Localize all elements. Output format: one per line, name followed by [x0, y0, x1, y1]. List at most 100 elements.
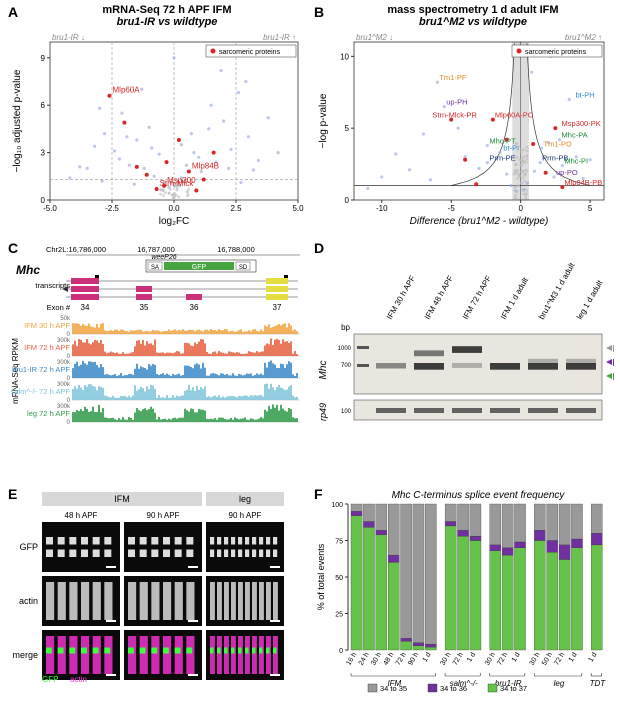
panel-b-label: B [314, 4, 324, 20]
svg-text:25: 25 [335, 612, 343, 619]
svg-text:37: 37 [273, 303, 282, 312]
svg-text:sarcomeric proteins: sarcomeric proteins [525, 49, 587, 56]
svg-text:IFM 1 d adult: IFM 1 d adult [499, 275, 531, 321]
svg-text:0: 0 [518, 204, 523, 213]
svg-text:bt-PI: bt-PI [503, 144, 519, 153]
svg-text:34: 34 [81, 303, 90, 312]
svg-text:IFM 48 h APF: IFM 48 h APF [423, 274, 455, 321]
svg-text:SA: SA [151, 265, 159, 271]
svg-text:10: 10 [340, 52, 349, 61]
panel-c-label: C [8, 240, 18, 256]
svg-text:bt-PH: bt-PH [575, 90, 594, 99]
svg-text:-2.5: -2.5 [105, 204, 119, 213]
svg-text:Tm1-PF: Tm1-PF [439, 73, 467, 82]
svg-text:actin: actin [70, 675, 87, 684]
svg-text:75: 75 [335, 539, 343, 546]
svg-text:−log₁₀ adjusted p-value: −log₁₀ adjusted p-value [12, 69, 23, 172]
svg-text:48 h: 48 h [383, 651, 396, 666]
svg-text:Mhc: Mhc [318, 361, 329, 380]
svg-text:72 h: 72 h [452, 651, 465, 666]
svg-text:100: 100 [341, 409, 352, 415]
svg-text:log₂FC: log₂FC [159, 216, 190, 227]
panel-d: D IFM 30 h APFIFM 48 h APFIFM 72 h APFIF… [314, 240, 614, 470]
svg-text:48 h APF: 48 h APF [65, 511, 98, 520]
svg-text:30 h: 30 h [440, 651, 453, 666]
svg-text:-5.0: -5.0 [43, 204, 57, 213]
svg-text:300k: 300k [57, 338, 71, 344]
svg-text:Mlp84B: Mlp84B [192, 162, 219, 171]
svg-text:90 h APF: 90 h APF [147, 511, 180, 520]
svg-text:Mlp60A: Mlp60A [113, 86, 141, 95]
svg-text:actin: actin [19, 596, 38, 606]
svg-text:30 h: 30 h [370, 651, 383, 666]
svg-text:-5: -5 [448, 204, 456, 213]
svg-text:IFM 30 h APF: IFM 30 h APF [385, 274, 417, 321]
svg-text:1 d: 1 d [466, 651, 477, 663]
panel-c-svg: Chr2L:16,786,00016,787,00016,788,000Mhcw… [8, 240, 308, 480]
svg-text:sarcomeric proteins: sarcomeric proteins [219, 49, 281, 56]
svg-text:Prm-PE: Prm-PE [489, 154, 515, 163]
svg-text:bru1^M2 ↑: bru1^M2 ↑ [565, 33, 602, 42]
svg-text:700: 700 [341, 363, 352, 369]
svg-text:24 h: 24 h [358, 651, 371, 666]
svg-text:GFP: GFP [42, 675, 58, 684]
svg-text:IFM 30 h APF: IFM 30 h APF [24, 321, 70, 330]
svg-text:bru1^M3 1 d adult: bru1^M3 1 d adult [537, 261, 577, 321]
svg-text:72 h: 72 h [395, 651, 408, 666]
svg-text:bp: bp [341, 323, 350, 332]
svg-text:6: 6 [41, 101, 46, 110]
svg-text:bru1-IR 72 h APF: bru1-IR 72 h APF [12, 365, 70, 374]
svg-text:0: 0 [339, 648, 343, 655]
panel-a-label: A [8, 4, 18, 20]
svg-text:salm^-/- 72 h APF: salm^-/- 72 h APF [11, 387, 71, 396]
svg-text:50k: 50k [60, 316, 71, 322]
svg-text:100: 100 [331, 502, 343, 509]
svg-text:IFM: IFM [114, 494, 130, 504]
svg-text:−log p-value: −log p-value [318, 93, 329, 148]
svg-text:50 h: 50 h [541, 651, 554, 666]
svg-text:50: 50 [335, 575, 343, 582]
svg-text:Mlp84B-PB: Mlp84B-PB [564, 178, 602, 187]
svg-text:Mlp60A-PC: Mlp60A-PC [495, 111, 534, 120]
svg-text:5: 5 [588, 204, 593, 213]
panel-b-title2: bru1^M2 vs wildtype [332, 16, 614, 28]
svg-text:IFM 72 h APF: IFM 72 h APF [461, 274, 493, 321]
panel-b-svg: bru1^M2 ↓bru1^M2 ↑Tm1-PFup-PHStrn-Mlck-P… [314, 28, 614, 228]
svg-text:0: 0 [67, 420, 71, 426]
panel-c: C Chr2L:16,786,00016,787,00016,788,000Mh… [8, 240, 308, 480]
panel-b: B mass spectrometry 1 d adult IFM bru1^M… [314, 4, 614, 234]
svg-text:34 to 37: 34 to 37 [500, 684, 527, 693]
svg-text:GFP: GFP [192, 264, 207, 271]
svg-text:16,787,000: 16,787,000 [137, 245, 175, 254]
panel-e: E IFMleg48 h APF90 h APF90 h APFGFPactin… [8, 486, 308, 696]
svg-text:-10: -10 [376, 204, 388, 213]
svg-text:72 h: 72 h [496, 651, 509, 666]
svg-text:300k: 300k [57, 404, 71, 410]
svg-text:Exon #: Exon # [47, 303, 71, 312]
svg-text:0: 0 [41, 196, 46, 205]
svg-text:Mhc: Mhc [16, 263, 40, 277]
svg-text:2.5: 2.5 [230, 204, 242, 213]
svg-text:leg 1 d adult: leg 1 d adult [575, 278, 605, 321]
svg-text:bru1-IR ↓: bru1-IR ↓ [52, 33, 85, 42]
svg-text:16 h: 16 h [345, 651, 358, 666]
svg-text:Difference (bru1^M2 - wildtype: Difference (bru1^M2 - wildtype) [410, 216, 549, 227]
panel-a-title2: bru1-IR vs wildtype [26, 16, 308, 28]
svg-text:Mhc-PI: Mhc-PI [564, 157, 588, 166]
svg-text:SD: SD [239, 265, 248, 271]
svg-text:30 h: 30 h [529, 651, 542, 666]
svg-text:16,788,000: 16,788,000 [217, 245, 255, 254]
svg-text:1 d: 1 d [588, 651, 599, 663]
svg-text:Mhc C-terminus splice event fr: Mhc C-terminus splice event frequency [392, 490, 566, 501]
panel-a: A mRNA-Seq 72 h APF IFM bru1-IR vs wildt… [8, 4, 308, 234]
svg-text:0: 0 [345, 196, 350, 205]
svg-text:Strn-Mlck-PR: Strn-Mlck-PR [432, 111, 477, 120]
svg-text:Tm1-PO: Tm1-PO [544, 139, 573, 148]
svg-text:34 to 36: 34 to 36 [440, 684, 467, 693]
svg-text:72 h: 72 h [553, 651, 566, 666]
svg-text:weeP26: weeP26 [151, 254, 176, 261]
svg-text:Strn-Mlck: Strn-Mlck [160, 179, 195, 188]
svg-text:5: 5 [345, 124, 350, 133]
svg-text:leg: leg [239, 494, 251, 504]
panel-f-label: F [314, 486, 323, 502]
